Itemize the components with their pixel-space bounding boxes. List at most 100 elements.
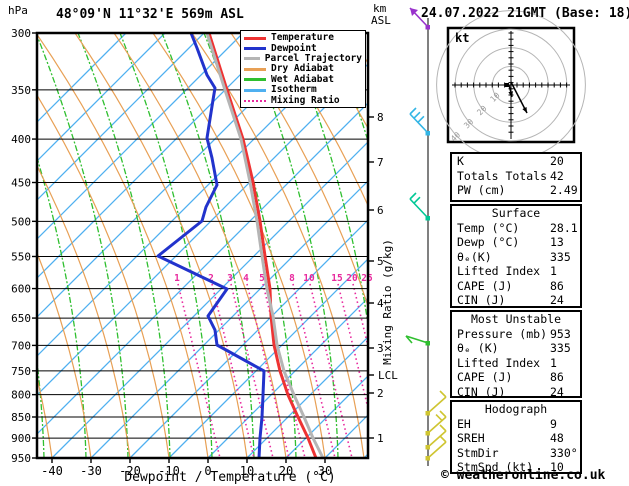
wind-barb-shaft — [427, 430, 447, 448]
isotherm-line — [37, 33, 127, 123]
km-tick-label: 7 — [377, 156, 384, 169]
temp-tick-label: 30 — [318, 464, 332, 478]
legend-swatch-isotherm — [244, 88, 266, 92]
isotherm-line — [129, 219, 368, 458]
legend-swatch-wet-adiabat — [244, 78, 266, 82]
mixing-ratio-value-label: 10 — [303, 273, 315, 284]
hodograph-vector-arrowhead — [508, 91, 513, 97]
temp-tick-label: 0 — [204, 464, 211, 478]
legend-label: Parcel Trajectory — [264, 52, 362, 64]
wind-barb-shaft — [427, 441, 447, 459]
km-tick-label: 4 — [377, 297, 384, 310]
mixing-ratio-value-label: 5 — [259, 273, 265, 284]
table-row-label: Dewp (°C) — [457, 235, 520, 249]
mixing-ratio-value-label: 4 — [243, 273, 249, 284]
legend-item: Wet Adiabat — [244, 73, 362, 85]
dry-adiabat-line — [37, 374, 53, 458]
table-most-unstable: Most Unstable Pressure (mb) 953 θₑ (K) 335 Li… — [450, 310, 582, 400]
table-row-label: θₑ (K) — [457, 341, 499, 355]
wind-barb-dot — [425, 431, 430, 436]
isotherm-line — [37, 33, 244, 240]
pressure-tick-label: 450 — [11, 176, 31, 189]
table-indices: K 20 Totals Totals 42 PW (cm) 2.49 — [450, 152, 582, 202]
table-row: Lifted Index 1 — [452, 264, 580, 279]
isotherm-line — [37, 33, 205, 201]
legend-label: Dry Adiabat — [271, 63, 334, 75]
legend-label: Temperature — [271, 32, 334, 44]
wind-barb — [425, 390, 447, 416]
pressure-tick-label: 700 — [11, 339, 31, 352]
pressure-tick-label: 400 — [11, 133, 31, 146]
isotherm-line — [285, 375, 368, 458]
table-row-value: 48 — [550, 431, 564, 445]
mixing-ratio-line — [230, 283, 274, 458]
table-row-value: 953 — [550, 326, 571, 341]
table-row-label: SREH — [457, 431, 485, 445]
table-hodograph: Hodograph EH 9 SREH 48 StmDir 330° StmSpd (kt) 1… — [450, 400, 582, 474]
table-row: CIN (J) 24 — [452, 385, 580, 400]
table-row-label: Temp (°C) — [457, 220, 520, 235]
table-row-label: θₑ(K) — [457, 249, 492, 264]
pressure-unit-label: hPa — [8, 4, 28, 17]
wet-adiabat-line — [119, 33, 213, 458]
hodograph-origin-marker — [505, 83, 509, 87]
table-row-label: StmDir — [457, 445, 499, 460]
wind-barb — [409, 7, 430, 30]
km-tick-label: 3 — [377, 342, 384, 355]
isotherm-line — [246, 336, 368, 458]
isotherm-line — [207, 297, 368, 458]
pressure-tick-label: 750 — [11, 365, 31, 378]
mixing-ratio-line — [292, 283, 336, 458]
isotherm-line — [168, 258, 368, 458]
mixing-ratio-line — [177, 283, 221, 458]
mixing-ratio-line — [309, 283, 353, 458]
km-tick-label: 6 — [377, 204, 384, 217]
page-title: 48°09'N 11°32'E 569m ASL — [56, 7, 244, 22]
table-row: Totals Totals 42 — [452, 169, 580, 184]
table-row-value: 13 — [550, 235, 564, 249]
legend-swatch-dewpoint — [244, 47, 266, 51]
temp-tick-label: -30 — [80, 464, 102, 478]
wind-barb-feather — [439, 390, 447, 398]
mixing-ratio-line — [262, 283, 306, 458]
isotherm-line — [90, 180, 368, 458]
temp-tick-label: -20 — [119, 464, 141, 478]
wind-barb-shaft — [409, 113, 429, 134]
mixing-ratio-value-label: 2 — [208, 273, 214, 284]
temp-tick-label: -40 — [41, 464, 63, 478]
legend-item: Temperature — [244, 33, 362, 43]
legend-label: Wet Adiabat — [271, 73, 334, 85]
table-row: Temp (°C) 28.1 — [452, 221, 580, 236]
table-row-value: 24 — [550, 293, 564, 307]
wind-barb — [425, 435, 447, 461]
wind-barb — [409, 192, 430, 221]
dry-adiabat-line — [37, 94, 170, 458]
wind-barb-feather — [409, 192, 417, 200]
wind-barb-shaft — [427, 396, 447, 414]
mixing-ratio-value-label: 8 — [289, 273, 295, 284]
temp-tick-label: 10 — [240, 464, 254, 478]
pressure-tick-label: 800 — [11, 389, 31, 402]
table-row-label: Totals Totals — [457, 168, 548, 183]
legend-item: Isotherm — [244, 85, 362, 95]
legend-swatch-parcel-trajectory — [244, 57, 260, 61]
table-row-value: 335 — [550, 249, 571, 264]
pressure-tick-label: 350 — [11, 84, 31, 97]
dewpoint-curve — [156, 33, 266, 458]
x-axis-title: Dewpoint / Temperature (°C) — [124, 470, 335, 485]
wet-adiabat-line — [161, 33, 255, 458]
mixing-ratio-value-label: 15 — [331, 273, 343, 284]
dry-adiabat-line — [582, 33, 629, 458]
table-row-label: StmSpd (kt) — [457, 460, 534, 474]
pressure-tick-label: 600 — [11, 283, 31, 296]
wind-barb-feather — [409, 107, 417, 115]
table-row-value: 24 — [550, 384, 564, 399]
table-row-value: 2.49 — [550, 183, 578, 197]
table-row-value: 86 — [550, 278, 564, 293]
axis-ticks: 3003504004505005506006507007508008509009… — [11, 27, 384, 478]
table-row-label: CAPE (J) — [457, 370, 513, 384]
table-row-value: 9 — [550, 416, 557, 431]
